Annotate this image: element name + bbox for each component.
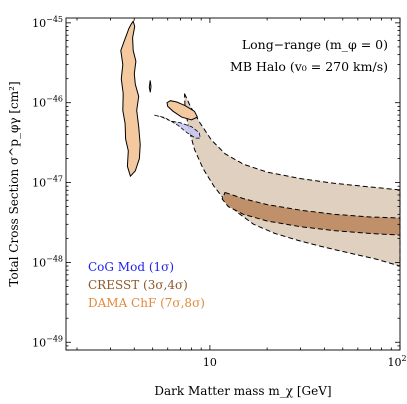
x-axis-title: Dark Matter mass m_χ [GeV] — [154, 384, 331, 398]
cresst-inner-region-0 — [221, 191, 401, 236]
legend-entry-0: CoG Mod (1σ) — [88, 260, 174, 274]
x-tick-label: 10 — [203, 356, 217, 369]
exclusion-regions — [120, 20, 401, 267]
legend: CoG Mod (1σ) CRESST (3σ,4σ) DAMA ChF (7σ,8… — [88, 260, 205, 310]
plot-frame — [65, 17, 401, 351]
dama-region-1 — [148, 80, 152, 93]
annotation-0: Long−range (m_φ = 0) — [242, 37, 388, 52]
y-tick-label: 10−45 — [32, 15, 63, 30]
axis-ticks: 10 102 10−45 10−46 10−47 10−48 10−49 — [32, 15, 406, 369]
y-axis-title: Total Cross Section σ^p_φγ [cm²] — [7, 81, 21, 286]
cresst-outer-region-0 — [184, 93, 401, 267]
y-tick-label: 10−46 — [32, 95, 63, 110]
legend-entry-2: DAMA ChF (7σ,8σ) — [88, 296, 205, 310]
annotations: Long−range (m_φ = 0) MB Halo (v₀ = 270 km… — [230, 37, 388, 74]
dama-region-0 — [120, 20, 141, 178]
x-tick-label: 102 — [387, 354, 406, 369]
cog-region-0 — [154, 114, 201, 139]
legend-entry-1: CRESST (3σ,4σ) — [88, 278, 188, 292]
annotation-1: MB Halo (v₀ = 270 km/s) — [230, 59, 388, 74]
dama-region-2 — [166, 100, 199, 121]
y-tick-label: 10−49 — [32, 334, 63, 349]
y-tick-label: 10−48 — [32, 254, 63, 269]
y-tick-label: 10−47 — [32, 175, 63, 190]
